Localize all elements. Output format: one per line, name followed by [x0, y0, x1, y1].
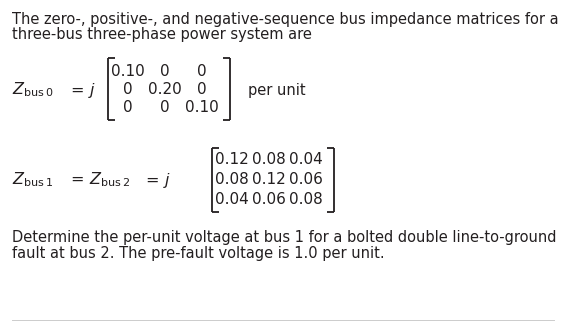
- Text: 0: 0: [197, 82, 207, 97]
- Text: $= \,j$: $= \,j$: [67, 81, 96, 99]
- Text: three-bus three-phase power system are: three-bus three-phase power system are: [12, 27, 312, 42]
- Text: 0.20: 0.20: [148, 82, 182, 97]
- Text: fault at bus 2. The pre-fault voltage is 1.0 per unit.: fault at bus 2. The pre-fault voltage is…: [12, 246, 385, 261]
- Text: 0: 0: [123, 100, 133, 115]
- Text: 0: 0: [160, 100, 170, 115]
- Text: $Z_{\mathregular{bus\,0}}$: $Z_{\mathregular{bus\,0}}$: [12, 81, 54, 99]
- Text: 0.10: 0.10: [111, 65, 145, 80]
- Text: $Z_{\mathregular{bus\,1}}$: $Z_{\mathregular{bus\,1}}$: [12, 170, 53, 189]
- Text: 0.08: 0.08: [215, 172, 249, 187]
- Text: $= \,Z_{\mathregular{bus\,2}}$: $= \,Z_{\mathregular{bus\,2}}$: [67, 170, 130, 189]
- Text: 0.08: 0.08: [289, 192, 323, 208]
- Text: per unit: per unit: [248, 82, 306, 97]
- Text: 0.12: 0.12: [252, 172, 286, 187]
- Text: 0.12: 0.12: [215, 153, 249, 168]
- Text: 0.08: 0.08: [252, 153, 286, 168]
- Text: 0.10: 0.10: [185, 100, 219, 115]
- Text: 0.04: 0.04: [215, 192, 249, 208]
- Text: 0.04: 0.04: [289, 153, 323, 168]
- Text: 0: 0: [123, 82, 133, 97]
- Text: 0.06: 0.06: [252, 192, 286, 208]
- Text: 0.06: 0.06: [289, 172, 323, 187]
- Text: Determine the per-unit voltage at bus 1 for a bolted double line-to-ground: Determine the per-unit voltage at bus 1 …: [12, 230, 556, 245]
- Text: The zero-, positive-, and negative-sequence bus impedance matrices for a: The zero-, positive-, and negative-seque…: [12, 12, 559, 27]
- Text: 0: 0: [197, 65, 207, 80]
- Text: $= \,j$: $= \,j$: [142, 170, 171, 189]
- Text: 0: 0: [160, 65, 170, 80]
